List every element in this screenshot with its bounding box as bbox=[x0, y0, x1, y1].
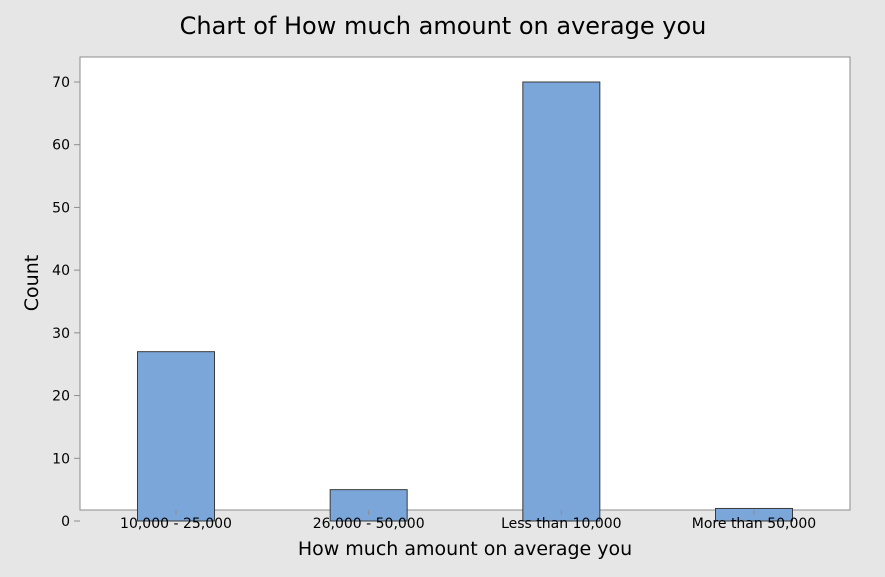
y-tick-label: 20 bbox=[52, 389, 70, 405]
y-axis-title: Count bbox=[21, 255, 43, 311]
y-tick-label: 0 bbox=[61, 514, 70, 530]
x-tick-label: 26,000 - 50,000 bbox=[313, 516, 425, 532]
y-tick-label: 10 bbox=[52, 451, 70, 467]
bars-group bbox=[137, 81, 793, 522]
y-tick-label: 50 bbox=[52, 200, 70, 216]
x-tick-label: Less than 10,000 bbox=[501, 516, 621, 532]
y-tick-label: 30 bbox=[52, 326, 70, 342]
x-axis-title: How much amount on average you bbox=[298, 538, 632, 560]
chart-title: Chart of How much amount on average you bbox=[180, 12, 707, 40]
bar bbox=[137, 351, 215, 522]
x-tick-label: 10,000 - 25,000 bbox=[120, 516, 232, 532]
y-tick-label: 60 bbox=[52, 138, 70, 154]
bar bbox=[329, 489, 408, 522]
y-tick-label: 70 bbox=[52, 75, 70, 91]
y-tick-label: 40 bbox=[52, 263, 70, 279]
x-axis: 10,000 - 25,000 26,000 - 50,000 Less than … bbox=[120, 510, 816, 532]
x-tick-label: More than 50,000 bbox=[692, 516, 816, 532]
bar bbox=[522, 81, 601, 522]
y-axis: 0 10 20 30 40 50 60 70 bbox=[52, 75, 80, 530]
